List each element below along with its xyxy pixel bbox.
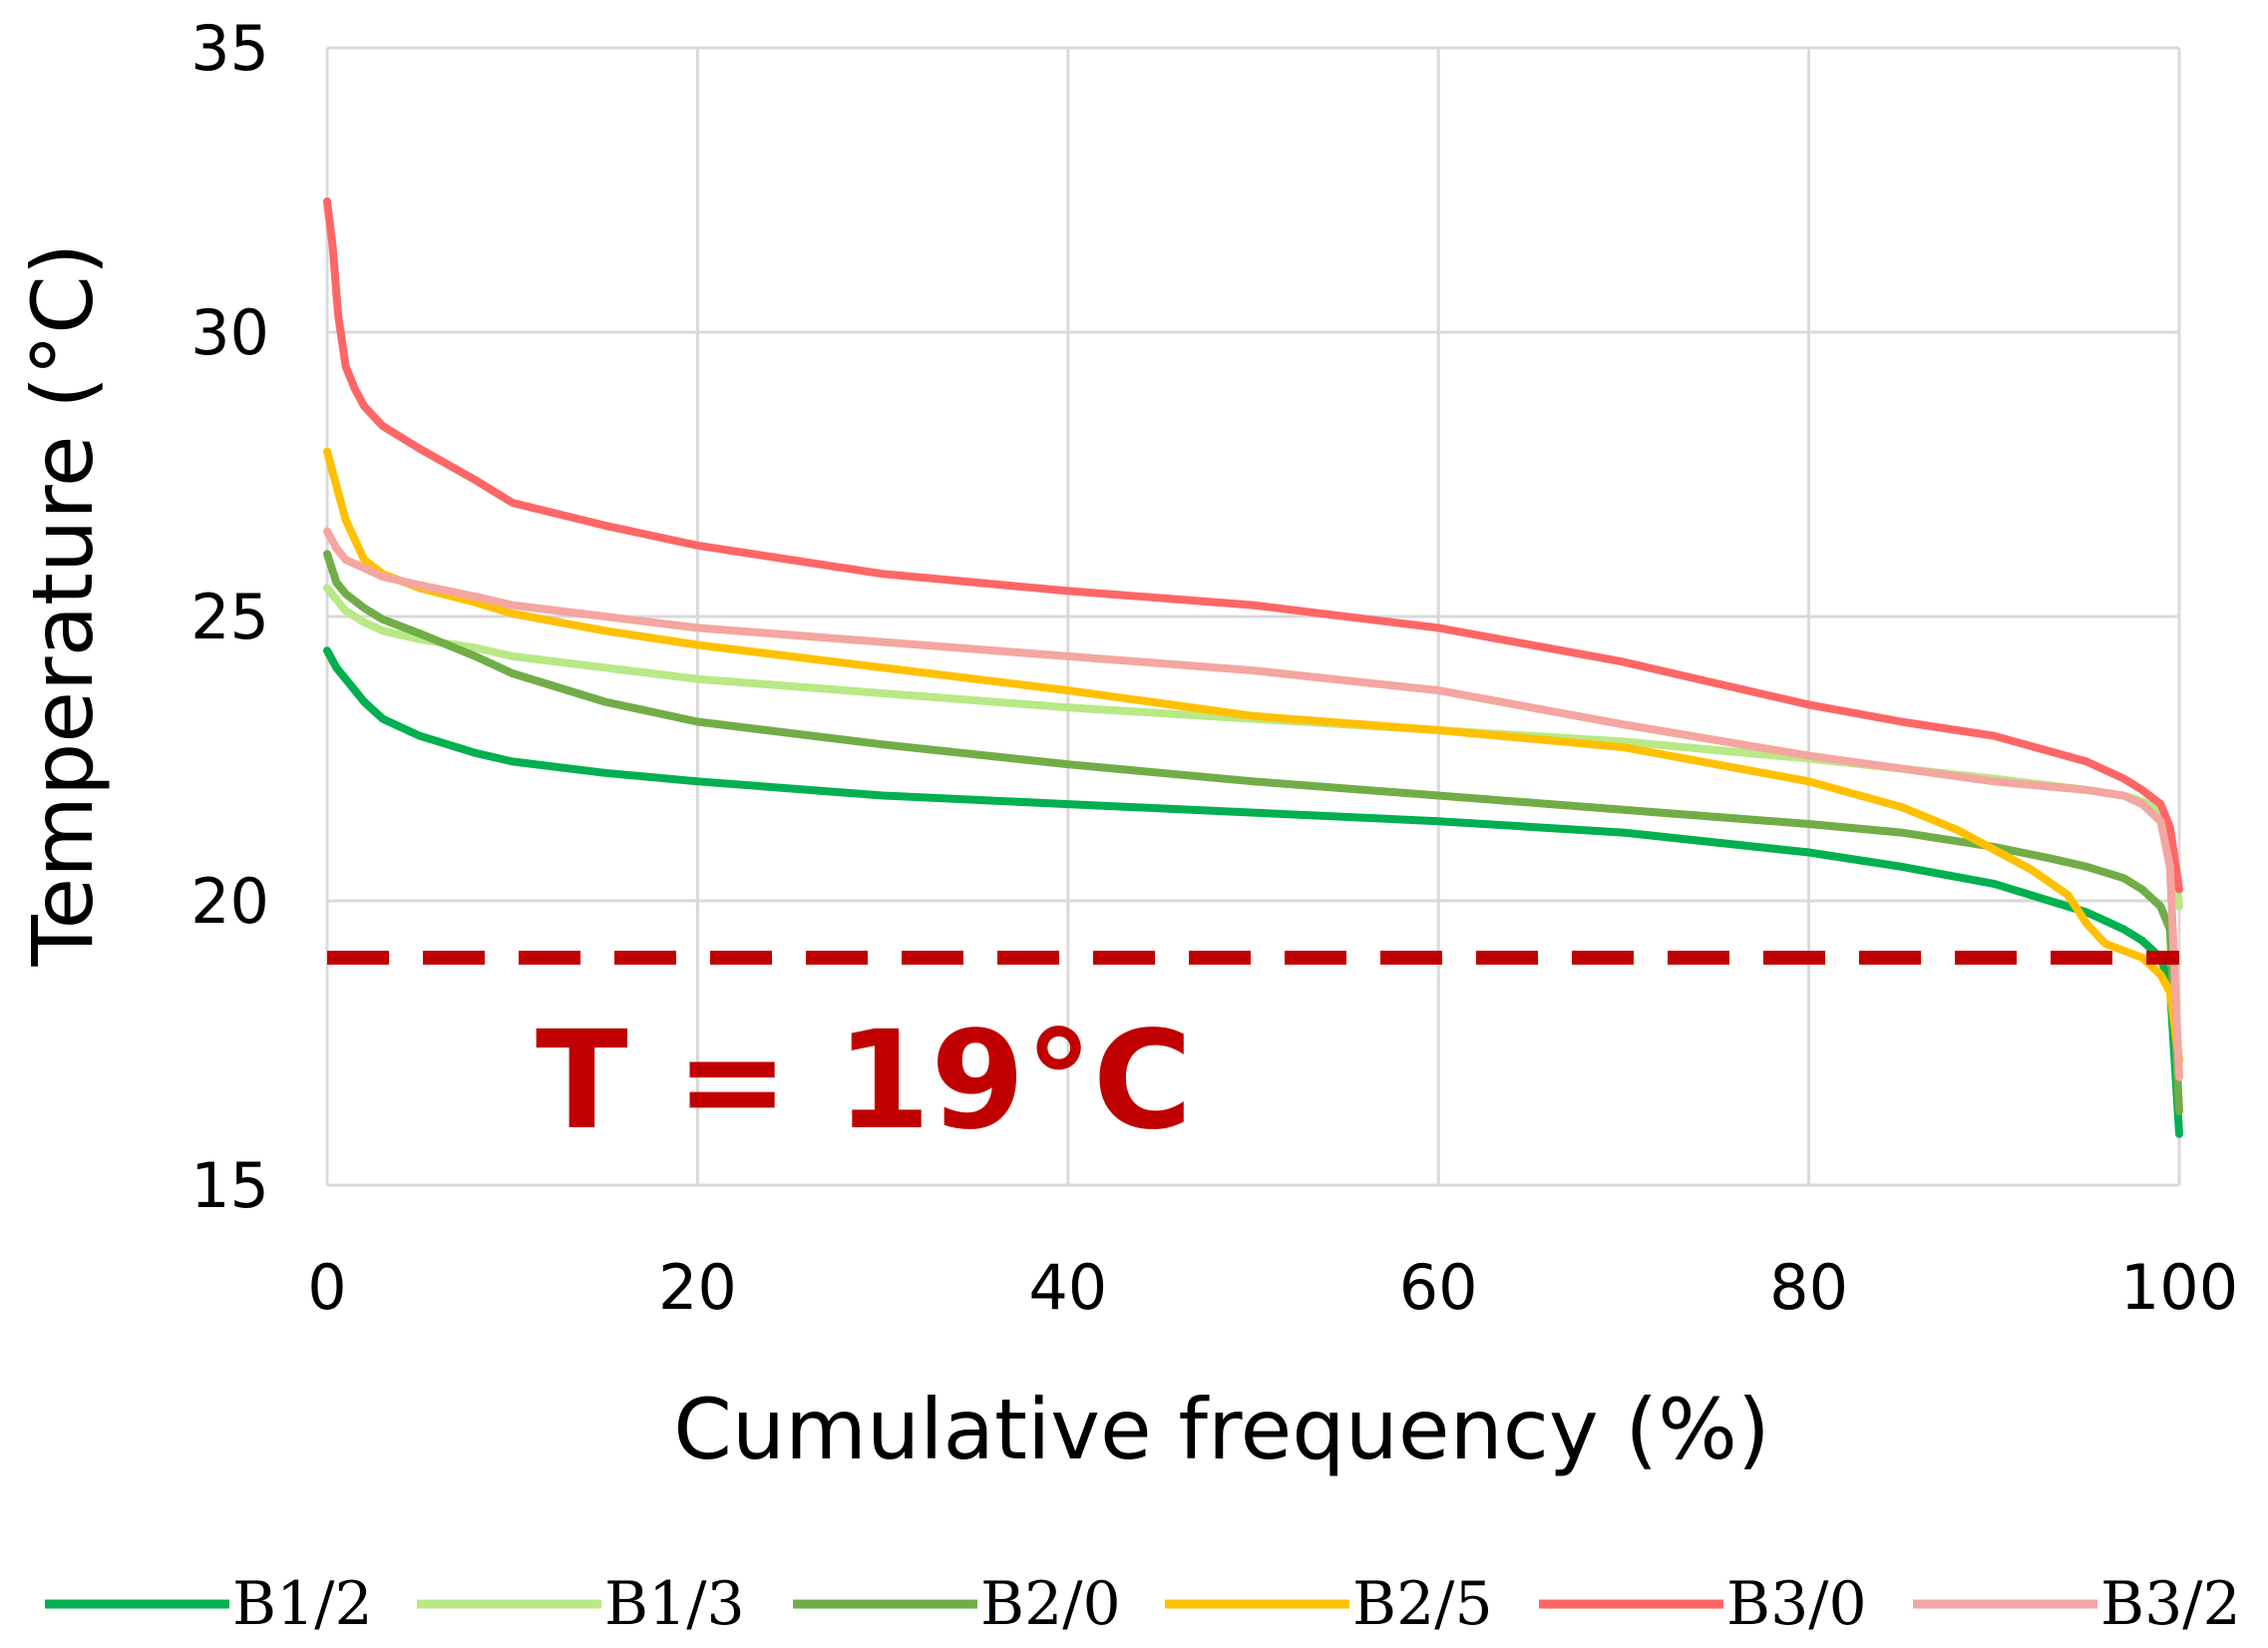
y-tick-label: 35 [190,12,269,85]
legend-label: B1/2 [232,1569,373,1639]
legend-label: B1/3 [604,1569,745,1639]
x-tick-label: 20 [658,1251,737,1324]
series-line-B2-5 [323,447,2183,1064]
series-line-B3-0 [323,197,2183,894]
x-tick-label: 80 [1769,1251,1848,1324]
legend-label: B2/5 [1352,1569,1493,1639]
legend-label: B2/0 [980,1569,1121,1639]
x-tick-label: 40 [1028,1251,1107,1324]
reference-annotation: T = 19°C [536,1003,1192,1160]
grid [325,46,2181,1187]
y-tick-label: 20 [190,865,269,938]
legend-label: B3/2 [2100,1569,2241,1639]
series-line-B3-2 [323,527,2183,1081]
y-tick-label: 25 [190,581,269,653]
legend-label: B3/0 [1726,1569,1867,1639]
y-tick-label: 15 [190,1149,269,1222]
series-line-B2-0 [323,550,2183,1115]
x-tick-label: 100 [2120,1251,2238,1324]
x-axis-title: Cumulative frequency (%) [673,1381,1770,1478]
series-line-B1-2 [323,646,2183,1138]
x-tick-label: 60 [1399,1251,1478,1324]
tick-labels: 0 20 40 60 80 100 15 20 25 30 35 [190,12,2238,1324]
y-tick-label: 30 [190,296,269,369]
y-axis-title: Temperature (°C) [14,243,112,968]
series-line-B1-3 [323,584,2183,911]
legend: B1/2 B1/3 B2/0 B2/5 B3/0 B3/2 [45,1569,2241,1639]
x-tick-label: 0 [307,1251,346,1324]
series-layer [323,197,2183,1138]
